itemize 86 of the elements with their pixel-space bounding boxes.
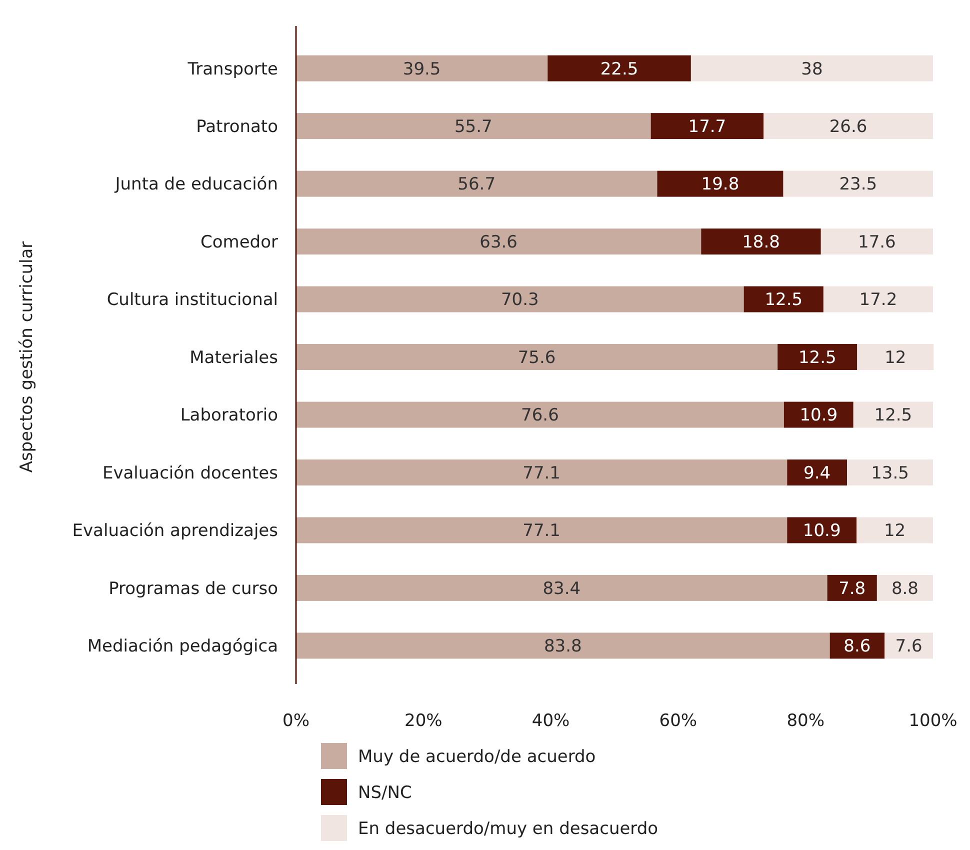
data-label: 17.7: [688, 117, 726, 137]
bar: [857, 344, 934, 370]
y-tick-label: Transporte: [186, 59, 278, 80]
bar: [650, 113, 764, 140]
x-tick-label: 20%: [404, 711, 442, 731]
bar: [690, 55, 933, 82]
data-label: 8.8: [891, 578, 918, 599]
bar: [827, 574, 877, 601]
y-tick-label: Junta de educación: [114, 174, 278, 195]
y-tick-label: Evaluación aprendizajes: [72, 521, 278, 542]
bar: [296, 170, 658, 197]
data-label: 10.9: [800, 406, 838, 426]
data-label: 8.6: [844, 636, 871, 657]
y-tick-label: Patronato: [196, 117, 278, 137]
data-label: 12: [884, 521, 906, 542]
data-label: 83.8: [544, 636, 582, 657]
data-label: 83.4: [542, 578, 581, 599]
x-tick-label: 100%: [908, 711, 958, 731]
data-label: 23.5: [839, 174, 878, 195]
bar: [847, 459, 933, 486]
data-label: 17.6: [858, 232, 896, 252]
data-label: 9.4: [804, 463, 831, 484]
bar: [778, 344, 858, 370]
data-label: 56.7: [458, 174, 496, 195]
bar: [823, 286, 933, 312]
y-axis-title: Aspectos gestión curricular: [17, 241, 37, 473]
data-label: 12: [884, 348, 906, 368]
bar: [764, 113, 933, 140]
legend-label: Muy de acuerdo/de acuerdo: [358, 746, 596, 767]
y-tick-label: Mediación pedagógica: [87, 636, 278, 657]
bar: [657, 170, 784, 197]
y-tick-label: Programas de curso: [108, 578, 278, 599]
legend-label: NS/NC: [358, 782, 412, 803]
bar: [296, 402, 784, 428]
legend-label: En desacuerdo/muy en desacuerdo: [358, 818, 658, 839]
x-tick-label: 40%: [532, 711, 570, 731]
data-label: 76.6: [521, 406, 559, 426]
data-label: 12.5: [764, 290, 803, 310]
data-label: 13.5: [871, 463, 909, 484]
y-tick-label: Materiales: [190, 348, 278, 368]
data-label: 55.7: [454, 117, 492, 137]
bar: [884, 632, 933, 659]
data-label: 18.8: [742, 232, 780, 252]
data-label: 19.8: [701, 174, 740, 195]
bar: [820, 228, 933, 255]
data-label: 12.5: [798, 348, 836, 368]
bar: [296, 113, 651, 140]
data-label: 12.5: [874, 406, 912, 426]
data-label: 63.6: [480, 232, 518, 252]
bar: [856, 517, 933, 544]
y-tick-label: Laboratorio: [180, 406, 278, 426]
bar: [548, 55, 691, 82]
data-label: 22.5: [600, 59, 638, 80]
bar: [296, 286, 744, 312]
bar: [296, 55, 548, 82]
data-label: 38: [801, 59, 823, 80]
data-label: 77.1: [522, 463, 560, 484]
bar: [296, 344, 778, 370]
x-tick-label: 60%: [659, 711, 698, 731]
data-label: 17.2: [859, 290, 898, 310]
data-label: 77.1: [522, 521, 560, 542]
data-label: 75.6: [518, 348, 556, 368]
x-tick-label: 80%: [786, 711, 824, 731]
y-tick-label: Comedor: [200, 232, 278, 252]
bar: [876, 574, 933, 601]
bar: [296, 632, 830, 659]
y-tick-label: Cultura institucional: [106, 290, 278, 310]
bar: [787, 459, 848, 486]
data-label: 10.9: [802, 521, 841, 542]
bar: [787, 517, 857, 544]
bar: [701, 228, 821, 255]
data-label: 26.6: [829, 117, 868, 137]
bar: [296, 574, 828, 601]
bar: [744, 286, 824, 312]
bar: [296, 459, 788, 486]
x-tick-label: 0%: [282, 711, 310, 731]
y-tick-label: Evaluación docentes: [102, 463, 278, 484]
bar: [853, 402, 933, 428]
bar: [296, 228, 702, 255]
data-label: 7.6: [895, 636, 922, 657]
bar: [784, 402, 854, 428]
bar: [783, 170, 933, 197]
data-label: 7.8: [838, 578, 866, 599]
data-label: 70.3: [500, 290, 539, 310]
bar: [296, 517, 788, 544]
data-label: 39.5: [402, 59, 441, 80]
